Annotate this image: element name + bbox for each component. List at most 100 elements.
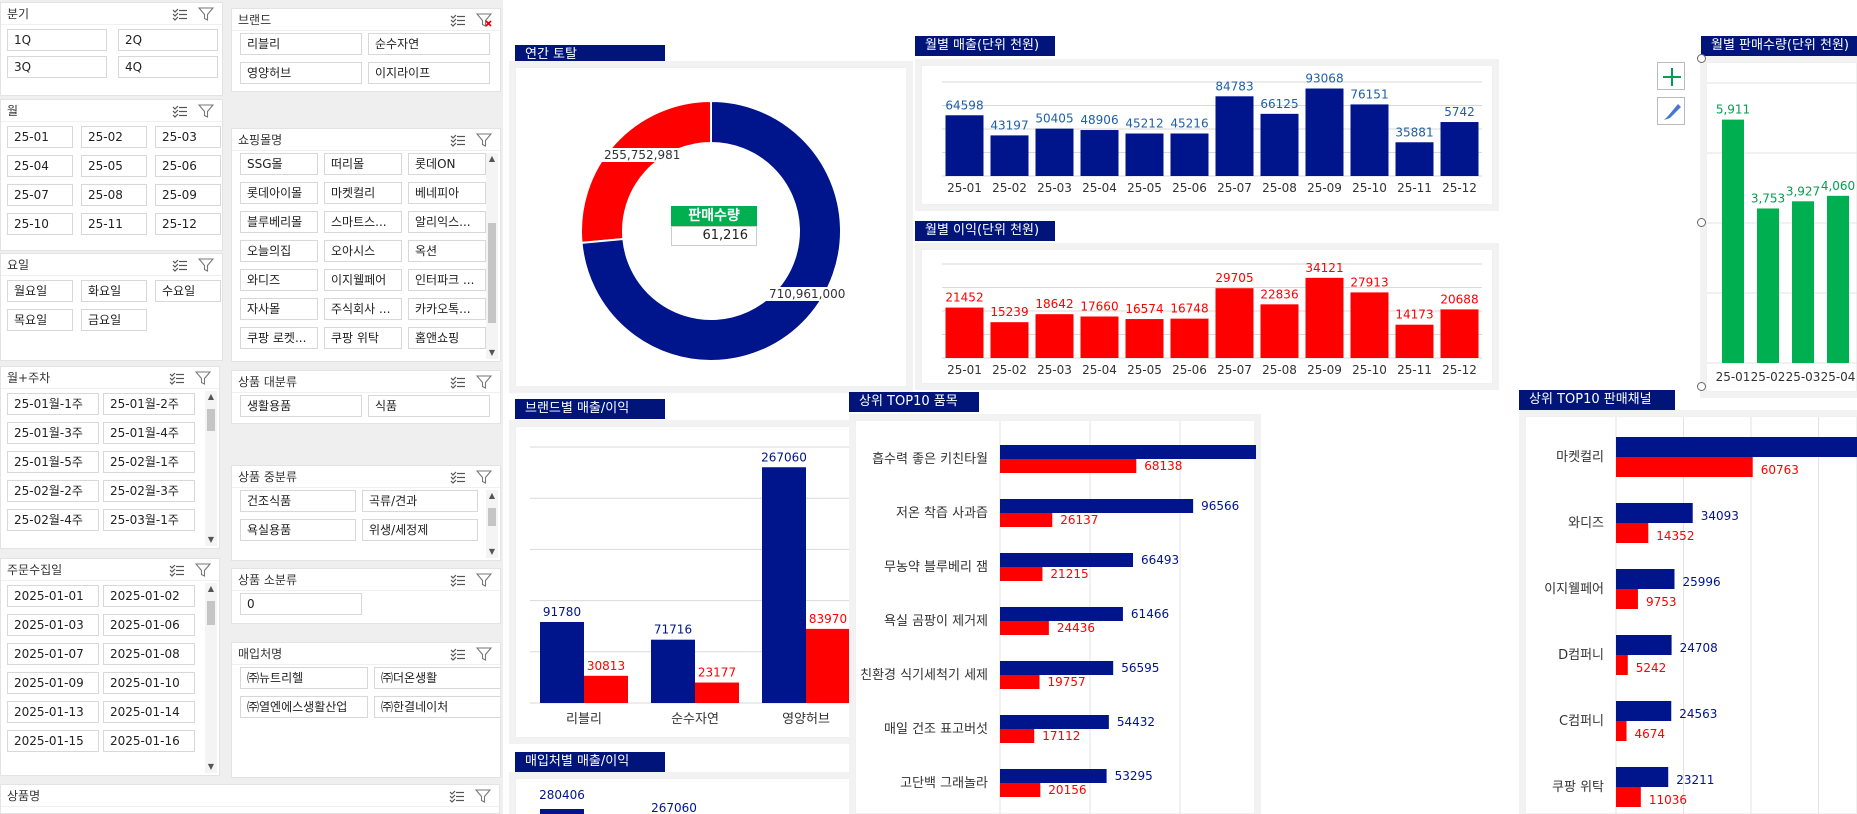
- bar[interactable]: [1125, 133, 1164, 176]
- slicer-item[interactable]: 오아시스: [324, 240, 402, 262]
- slicer-item[interactable]: 2025-01-10: [103, 672, 195, 694]
- scroll-up-arrow[interactable]: ▲: [488, 491, 496, 500]
- scroll-thumb[interactable]: [488, 508, 496, 526]
- bar[interactable]: [1000, 621, 1049, 635]
- scroll-down-arrow[interactable]: ▼: [488, 348, 496, 357]
- slicer-item[interactable]: 25-06: [155, 155, 221, 177]
- slicer-item[interactable]: 25-04: [7, 155, 73, 177]
- slicer-item[interactable]: 화요일: [81, 280, 147, 302]
- bar[interactable]: [1827, 195, 1849, 363]
- bar[interactable]: [990, 322, 1029, 358]
- scroll-down-arrow[interactable]: ▼: [207, 535, 215, 544]
- slicer-item[interactable]: 25-07: [7, 184, 73, 206]
- bar[interactable]: [1305, 88, 1344, 176]
- slicer-scrollbar[interactable]: ▲ ▼: [486, 490, 498, 558]
- bar[interactable]: [945, 115, 984, 176]
- slicer-item[interactable]: 금요일: [81, 309, 147, 331]
- slicer-item[interactable]: 스마트스...: [324, 211, 402, 233]
- multi-select-icon[interactable]: [450, 374, 466, 390]
- multi-select-icon[interactable]: [172, 103, 188, 119]
- slicer-item[interactable]: 25-01월-2주: [103, 393, 195, 415]
- slicer-item[interactable]: 롯데아이몰: [240, 182, 318, 204]
- bar[interactable]: [1000, 729, 1035, 743]
- slicer-item[interactable]: 이지웰페어: [324, 269, 402, 291]
- slicer-item[interactable]: 건조식품: [240, 490, 356, 512]
- filter-icon[interactable]: [195, 562, 211, 578]
- slicer-item[interactable]: 롯데ON: [408, 153, 486, 175]
- slicer-item[interactable]: 0: [240, 593, 362, 615]
- bar[interactable]: [1616, 457, 1753, 477]
- slicer-item[interactable]: 알리익스...: [408, 211, 486, 233]
- bar[interactable]: [1080, 316, 1119, 358]
- slicer-item[interactable]: 25-02월-1주: [103, 451, 195, 473]
- bar[interactable]: [1616, 767, 1669, 787]
- bar[interactable]: [1000, 675, 1040, 689]
- slicer-item[interactable]: 이지라이프: [368, 62, 490, 84]
- slicer-item[interactable]: 2025-01-09: [7, 672, 99, 694]
- bar[interactable]: [1035, 128, 1074, 176]
- filter-icon[interactable]: [476, 572, 492, 588]
- bar[interactable]: [806, 628, 850, 703]
- bar[interactable]: [945, 307, 984, 358]
- bar[interactable]: [1035, 314, 1074, 358]
- bar[interactable]: [1000, 513, 1053, 527]
- multi-select-icon[interactable]: [450, 132, 466, 148]
- slicer-item[interactable]: 25-01월-3주: [7, 422, 99, 444]
- add-element-button[interactable]: [1657, 62, 1685, 90]
- bar[interactable]: [651, 639, 695, 703]
- top_channels-chart[interactable]: 마켓컬리 60763 와디즈 34093 14352 이지웰페어 25996 9753 D컴퍼니…: [1525, 416, 1857, 814]
- filter-icon[interactable]: [198, 257, 214, 273]
- bar[interactable]: [695, 682, 739, 703]
- slicer-scrollbar[interactable]: ▲ ▼: [205, 583, 217, 773]
- slicer-item[interactable]: 와디즈: [240, 269, 318, 291]
- bar[interactable]: [1792, 201, 1814, 363]
- slicer-item[interactable]: 25-02월-4주: [7, 509, 99, 531]
- monthly_profit-chart[interactable]: 21452 25-01 15239 25-02 18642 25-03 17660 25-04…: [921, 249, 1493, 384]
- filter-icon[interactable]: [476, 469, 492, 485]
- bar[interactable]: [1616, 523, 1649, 543]
- multi-select-icon[interactable]: [450, 572, 466, 588]
- slicer-item[interactable]: ㈜더온생활: [374, 667, 500, 689]
- multi-select-icon[interactable]: [169, 370, 185, 386]
- multi-select-icon[interactable]: [450, 646, 466, 662]
- slicer-item[interactable]: 2Q: [118, 29, 218, 51]
- slicer-item[interactable]: 25-11: [81, 213, 147, 235]
- bar[interactable]: [540, 621, 584, 703]
- bar[interactable]: [1757, 208, 1779, 363]
- bar[interactable]: [1350, 292, 1389, 358]
- slicer-item[interactable]: 블루베리몰: [240, 211, 318, 233]
- bar[interactable]: [1080, 130, 1119, 176]
- bar[interactable]: [1000, 553, 1133, 567]
- filter-icon[interactable]: [198, 6, 214, 22]
- monthly_sales-chart[interactable]: 64598 25-01 43197 25-02 50405 25-03 48906 25-04…: [921, 65, 1493, 205]
- multi-select-icon[interactable]: [450, 12, 466, 28]
- bar[interactable]: [1722, 119, 1744, 363]
- slicer-item[interactable]: 카카오톡...: [408, 298, 486, 320]
- bar[interactable]: [1000, 567, 1043, 581]
- slicer-item[interactable]: 25-01월-1주: [7, 393, 99, 415]
- resize-handle[interactable]: [1697, 382, 1706, 391]
- bar[interactable]: [1260, 113, 1299, 176]
- slicer-item[interactable]: 목요일: [7, 309, 73, 331]
- slicer-item[interactable]: 25-01월-5주: [7, 451, 99, 473]
- slicer-item[interactable]: 2025-01-08: [103, 643, 195, 665]
- slicer-item[interactable]: 욕실용품: [240, 519, 356, 541]
- bar[interactable]: [1616, 437, 1857, 457]
- filter-icon[interactable]: [195, 370, 211, 386]
- slicer-item[interactable]: 3Q: [7, 56, 107, 78]
- bar[interactable]: [1616, 589, 1638, 609]
- slicer-item[interactable]: 1Q: [7, 29, 107, 51]
- slicer-item[interactable]: 영양허브: [240, 62, 362, 84]
- bar[interactable]: [1395, 324, 1434, 358]
- filter-icon[interactable]: [198, 103, 214, 119]
- slicer-item[interactable]: 월요일: [7, 280, 73, 302]
- slicer-item[interactable]: 2025-01-02: [103, 585, 195, 607]
- slicer-item[interactable]: 25-02월-2주: [7, 480, 99, 502]
- slicer-item[interactable]: 수요일: [155, 280, 221, 302]
- slicer-item[interactable]: 2025-01-15: [7, 730, 99, 752]
- filter-icon[interactable]: [476, 646, 492, 662]
- bar[interactable]: [1000, 783, 1041, 797]
- bar[interactable]: [1125, 319, 1164, 358]
- slicer-item[interactable]: 2025-01-06: [103, 614, 195, 636]
- bar[interactable]: [1616, 655, 1628, 675]
